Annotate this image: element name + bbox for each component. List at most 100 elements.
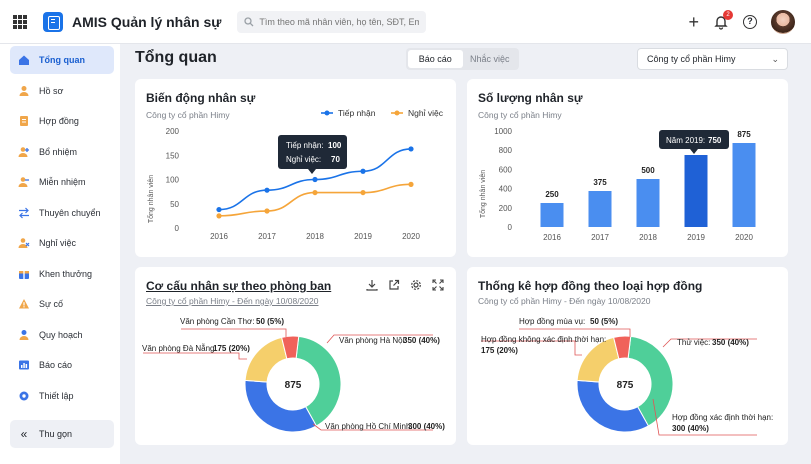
y-tick-label: 100 [166,176,180,185]
data-point [312,176,318,183]
sidebar-item-4[interactable]: Miễn nhiệm [10,168,114,196]
sidebar-item-10[interactable]: Báo cáo [10,351,114,379]
notification-badge: 2 [723,10,733,20]
sidebar-item-5[interactable]: Thuyên chuyển [10,199,114,227]
sidebar-item-1[interactable]: Hồ sơ [10,77,114,105]
leader-line [181,328,287,337]
headcount-bar-chart: 1000 800 600 400 200 0 Tổng nhân viên 250 2016 37… [479,127,756,242]
report-icon [17,359,31,371]
tooltip-label: Tiếp nhận: [286,141,324,150]
movement-title: Biến động nhân sự [146,91,256,105]
y-tick-label: 150 [166,151,180,160]
add-icon[interactable]: + [688,12,699,32]
sidebar-item-label: Quy hoạch [39,329,83,340]
contract-subtitle: Công ty cổ phần Himy - Đến ngày 10/08/20… [478,296,651,306]
sidebar-item-6[interactable]: Nghỉ việc [10,229,114,257]
bar [540,203,564,227]
leader-line [481,340,582,356]
collapse-sidebar-button[interactable]: « Thu gọn [10,420,114,448]
x-tick-label: 2019 [354,232,372,241]
planning-icon [17,329,31,341]
donut-slice [576,336,620,383]
notification-bell[interactable]: 2 [713,10,733,30]
app-grid-icon[interactable] [13,14,27,29]
page-title: Tổng quan [135,49,217,66]
slice-label: 175 (20%) [481,346,518,355]
search-box[interactable] [237,10,427,33]
sidebar-item-2[interactable]: Hợp đồng [10,107,114,135]
bar-value-label: 500 [641,166,655,175]
chevron-down-icon: ⌄ [771,54,779,64]
y-tick-label: 200 [499,204,513,213]
x-tick-label: 2018 [639,233,657,242]
leader-line [662,338,757,348]
bar [588,191,612,227]
download-icon[interactable] [366,279,378,291]
company-select[interactable]: Công ty cổ phần Himy ⌄ [637,48,788,70]
y-tick-label: 0 [175,224,180,233]
department-subtitle: Công ty cổ phần Himy - Đến ngày 10/08/20… [146,296,319,306]
gear-icon[interactable] [410,279,422,291]
sidebar-item-label: Bổ nhiệm [39,146,78,157]
x-tick-label: 2019 [687,233,705,242]
bar [732,143,756,227]
bar-value-label: 250 [545,190,559,199]
tooltip-value: 70 [331,155,340,164]
sidebar-item-label: Thuyên chuyển [39,207,101,218]
donut-total: 875 [617,380,634,391]
headcount-subtitle: Công ty cổ phần Himy [478,110,562,120]
series-line-1 [218,183,412,217]
movement-line-chart: 200 150 100 50 0 Tổng nhân viên 2016 2017 2018 20… [147,108,444,241]
slice-label: 350 (40%) [403,336,440,345]
view-tabs: Báo cáo Nhắc việc [406,48,519,70]
help-icon[interactable]: ? [743,15,757,29]
sidebar-item-0[interactable]: Tổng quan [10,46,114,74]
data-point [264,187,270,193]
data-point [360,189,366,196]
sidebar-item-label: Hồ sơ [39,85,64,96]
leader-line [143,352,247,360]
tooltip-box [278,135,347,169]
donut-slice [281,335,300,360]
slice-label: Văn phòng Cần Thơ: [180,317,254,326]
data-point [312,189,318,196]
leader-line [519,328,631,337]
search-input[interactable] [259,16,420,27]
slice-label: 175 (20%) [213,344,250,353]
tooltip-arrow [308,169,316,174]
tab-reminders[interactable]: Nhắc việc [469,54,510,64]
tooltip-box [659,130,729,149]
sidebar-item-label: Báo cáo [39,360,73,370]
open-external-icon[interactable] [388,279,400,291]
sidebar-item-7[interactable]: Khen thưởng [10,260,114,288]
sidebar-item-8[interactable]: Sự cố [10,290,114,318]
x-tick-label: 2017 [591,233,609,242]
settings-icon [17,390,31,402]
expand-icon[interactable] [432,279,444,291]
slice-label: Văn phòng Hà Nội: [339,336,407,345]
sidebar-item-3[interactable]: Bổ nhiệm [10,138,114,166]
leader-line [652,398,757,436]
data-point [216,206,222,213]
slice-label: 350 (40%) [712,338,749,347]
company-select-value: Công ty cổ phần Himy [647,54,736,64]
donut-slice [295,335,342,427]
sidebar-item-9[interactable]: Quy hoạch [10,321,114,349]
sidebar-item-11[interactable]: Thiết lập [10,382,114,410]
contract-title: Thống kê hợp đồng theo loại hợp đồng [478,279,703,293]
card-contract: Thống kê hợp đồng theo loại hợp đồng Côn… [467,267,788,445]
department-title[interactable]: Cơ cấu nhân sự theo phòng ban [146,279,332,293]
legend-marker [324,110,330,116]
tooltip-arrow [690,149,698,154]
slice-label: Văn phòng Hồ Chí Minh: [325,422,413,431]
sidebar-item-label: Khen thưởng [39,268,92,279]
donut-slice [576,379,650,433]
bar [684,155,708,227]
donut-slice [244,336,288,383]
app-logo [43,11,63,32]
tab-report[interactable]: Báo cáo [408,50,463,68]
app-title: AMIS Quản lý nhân sự [72,13,222,30]
tooltip-label: Năm 2019: [666,136,705,145]
slice-label: Hợp đồng không xác định thời hạn: [481,335,606,344]
avatar[interactable] [771,10,795,34]
